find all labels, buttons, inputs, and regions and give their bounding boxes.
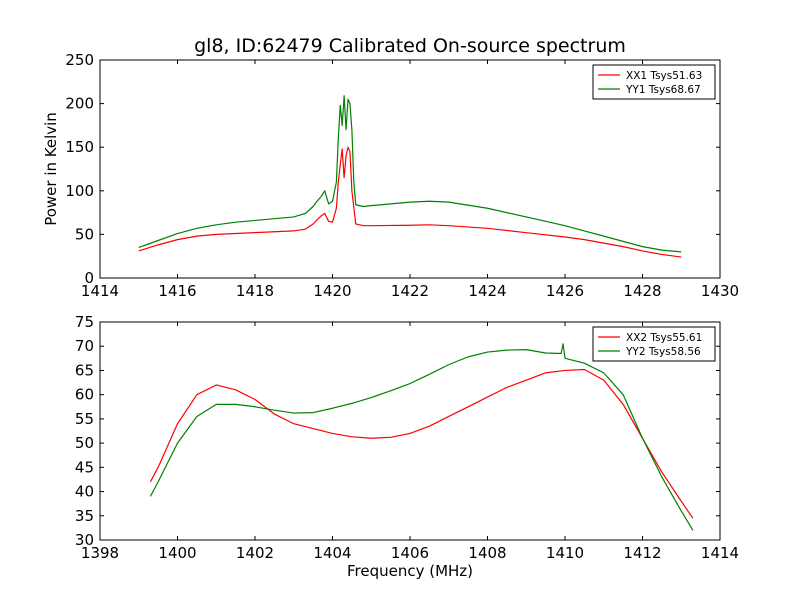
top-plot-area: 1414 1416 1418 1420 1422 1424 1426 1428 1430 0 50 1… [65, 51, 739, 300]
top-x-tick-label: 1430 [701, 282, 739, 300]
bottom-plot-area: 1398 1400 1402 1404 1406 1408 1410 1412 1414 30 35… [75, 313, 739, 562]
bottom-y-tick-label: 60 [75, 386, 94, 404]
bottom-legend-label-1: XX2 Tsys55.61 [626, 332, 702, 344]
bottom-y-tick-label: 50 [75, 434, 94, 452]
top-x-tick-label: 1414 [81, 282, 119, 300]
top-x-tick-label: 1416 [158, 282, 196, 300]
bottom-legend-box [592, 326, 716, 362]
bottom-y-tick-label: 55 [75, 410, 94, 428]
top-legend: XX1 Tsys51.63 YY1 Tsys68.67 [592, 64, 716, 100]
top-x-tick-label: 1418 [236, 282, 274, 300]
top-legend-label-2: YY1 Tsys68.67 [625, 84, 701, 96]
top-y-tick-label: 100 [65, 182, 94, 200]
bottom-y-tick-label: 40 [75, 483, 94, 501]
bottom-y-tick-label: 35 [75, 507, 94, 525]
bottom-series-line-2 [149, 343, 694, 531]
top-y-tick-label: 250 [65, 51, 94, 69]
bottom-x-tick-label: 1412 [623, 544, 661, 562]
chart-title: gl8, ID:62479 Calibrated On-source spect… [194, 35, 626, 57]
bottom-x-tick-label: 1398 [81, 544, 119, 562]
top-y-tick-label: 0 [84, 269, 94, 287]
top-y-tick-label: 50 [75, 225, 94, 243]
bottom-y-tick-label: 30 [75, 531, 94, 549]
top-y-tick-label: 200 [65, 95, 94, 113]
top-x-tick-label: 1428 [623, 282, 661, 300]
top-x-tick-label: 1420 [313, 282, 351, 300]
bottom-y-tick-label: 65 [75, 361, 94, 379]
bottom-x-tick-label: 1404 [313, 544, 351, 562]
bottom-legend: XX2 Tsys55.61 YY2 Tsys58.56 [592, 326, 716, 362]
bottom-x-tick-label: 1408 [468, 544, 506, 562]
bottom-series-line-1 [149, 368, 694, 519]
top-x-tick-label: 1426 [546, 282, 584, 300]
bottom-y-tick-label: 45 [75, 458, 94, 476]
top-y-tick-label: 150 [65, 138, 94, 156]
bottom-y-tick-label: 70 [75, 337, 94, 355]
bottom-x-tick-label: 1414 [701, 544, 739, 562]
top-x-tick-label: 1422 [391, 282, 429, 300]
bottom-y-tick-label: 75 [75, 313, 94, 331]
top-series-line-2 [138, 95, 682, 253]
bottom-x-tick-label: 1410 [546, 544, 584, 562]
bottom-x-tick-label: 1402 [236, 544, 274, 562]
bottom-x-axis-label: Frequency (MHz) [347, 562, 473, 580]
top-x-tick-label: 1424 [468, 282, 506, 300]
top-y-axis-label: Power in Kelvin [42, 112, 60, 226]
top-legend-label-1: XX1 Tsys51.63 [626, 70, 702, 82]
bottom-legend-label-2: YY2 Tsys58.56 [625, 346, 701, 358]
bottom-x-tick-label: 1400 [158, 544, 196, 562]
top-legend-box [592, 64, 716, 100]
top-series-line-1 [138, 146, 682, 258]
bottom-x-tick-label: 1406 [391, 544, 429, 562]
